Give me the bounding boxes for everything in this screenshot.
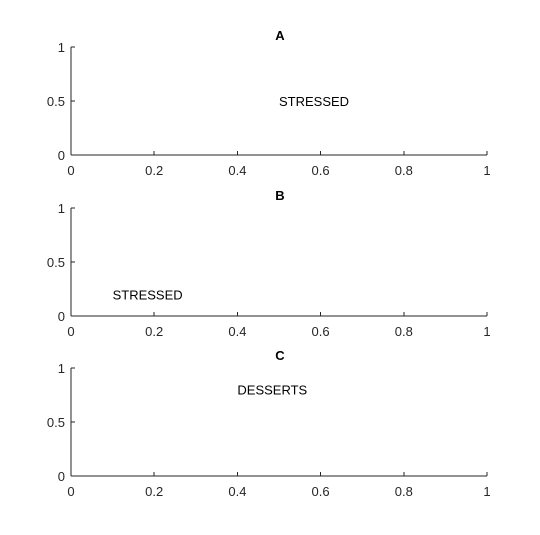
panel-b-plot: 0 0.2 0.4 0.6 0.8 1 0 0.5 1 STRESSED	[47, 201, 491, 339]
panel-c-x-tick-label: 0.6	[312, 484, 330, 499]
panel-b-x-tick-label: 0.2	[145, 324, 163, 339]
panel-c-title: C	[275, 348, 285, 363]
panel-a-x-tick-label: 0.6	[312, 163, 330, 178]
panel-a-plot: 0 0.2 0.4 0.6 0.8 1 0 0.5 1 STRESSED	[47, 40, 491, 178]
panel-a-x-tick-label: 0.4	[228, 163, 246, 178]
panel-b-x-tick-label: 0.8	[395, 324, 413, 339]
panel-c-plot: 0 0.2 0.4 0.6 0.8 1 0 0.5 1 DESSERTS	[47, 361, 491, 499]
panel-b-title: B	[275, 188, 284, 203]
panel-a: A 0 0.2 0.4 0.6 0.8 1 0 0.5 1 STRESSED	[47, 28, 491, 178]
panel-a-x-tick-label: 0.8	[395, 163, 413, 178]
panel-a-x-tick-label: 1	[483, 163, 490, 178]
panel-b-y-tick-label: 0.5	[47, 255, 65, 270]
panel-a-y-tick-label: 0.5	[47, 94, 65, 109]
panel-a-y-tick-label: 0	[58, 148, 65, 163]
panel-c-annotation: DESSERTS	[237, 383, 307, 398]
panel-a-x-tick-label: 0	[67, 163, 74, 178]
panel-c-x-tick-label: 0.2	[145, 484, 163, 499]
panel-a-annotation: STRESSED	[279, 94, 349, 109]
panel-b-x-tick-label: 1	[483, 324, 490, 339]
panel-c: C 0 0.2 0.4 0.6 0.8 1 0 0.5 1 DESSERTS	[47, 348, 491, 499]
panel-c-y-tick-label: 0	[58, 469, 65, 484]
panel-c-x-tick-label: 0.8	[395, 484, 413, 499]
panel-c-x-tick-label: 1	[483, 484, 490, 499]
panel-b-x-tick-label: 0	[67, 324, 74, 339]
panel-a-y-tick-label: 1	[58, 40, 65, 55]
panel-c-y-tick-label: 0.5	[47, 415, 65, 430]
panel-c-x-tick-label: 0.4	[228, 484, 246, 499]
panel-b-y-tick-label: 1	[58, 201, 65, 216]
panel-b-x-tick-label: 0.4	[228, 324, 246, 339]
panel-b-annotation: STRESSED	[113, 287, 183, 302]
panel-a-title: A	[275, 28, 285, 43]
panel-c-x-tick-label: 0	[67, 484, 74, 499]
panel-c-y-tick-label: 1	[58, 361, 65, 376]
panel-b-y-tick-label: 0	[58, 309, 65, 324]
panel-b: B 0 0.2 0.4 0.6 0.8 1 0 0.5 1 STRESSED	[47, 188, 491, 339]
panel-b-x-tick-label: 0.6	[312, 324, 330, 339]
panel-a-x-tick-label: 0.2	[145, 163, 163, 178]
